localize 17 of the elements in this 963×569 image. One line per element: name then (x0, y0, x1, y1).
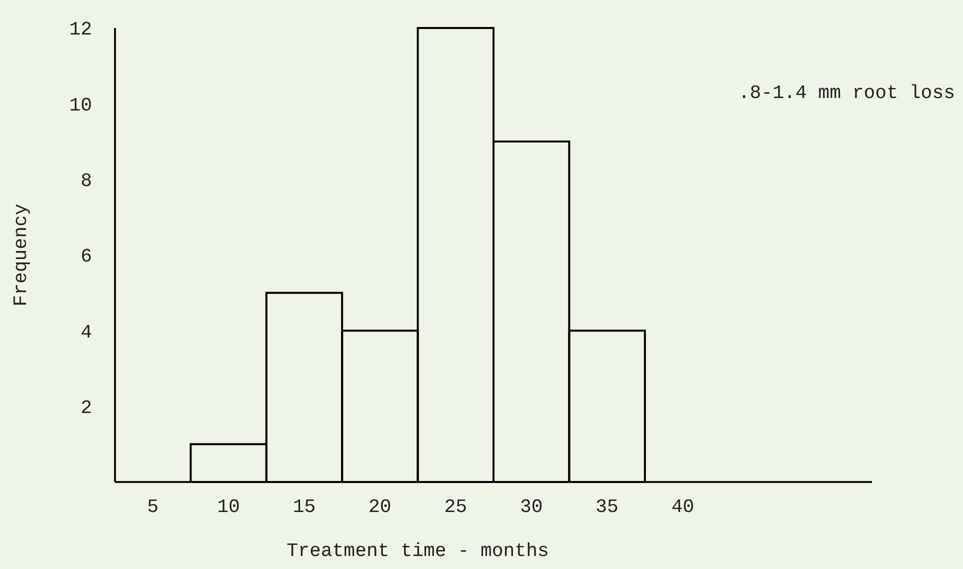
y-axis-title: Frequency (10, 204, 32, 306)
y-tick-label: 8 (80, 170, 92, 192)
y-tick-label: 4 (80, 321, 92, 344)
x-axis-title: Treatment time - months (286, 540, 549, 562)
y-tick-label: 12 (69, 18, 92, 41)
x-tick-label: 30 (520, 496, 543, 518)
x-tick-label: 10 (217, 496, 240, 518)
x-tick-label: 35 (596, 496, 618, 518)
x-tick-label: 40 (671, 496, 694, 518)
annotation: .8-1.4 mm root loss (738, 82, 955, 104)
x-tick-label: 20 (368, 496, 392, 518)
x-tick-label: 5 (147, 496, 159, 518)
y-tick-label: 2 (80, 396, 92, 419)
x-tick-label: 25 (444, 496, 468, 518)
y-tick-label: 6 (80, 246, 92, 268)
x-tick-label: 15 (292, 496, 316, 518)
y-tick-label: 10 (69, 94, 92, 116)
